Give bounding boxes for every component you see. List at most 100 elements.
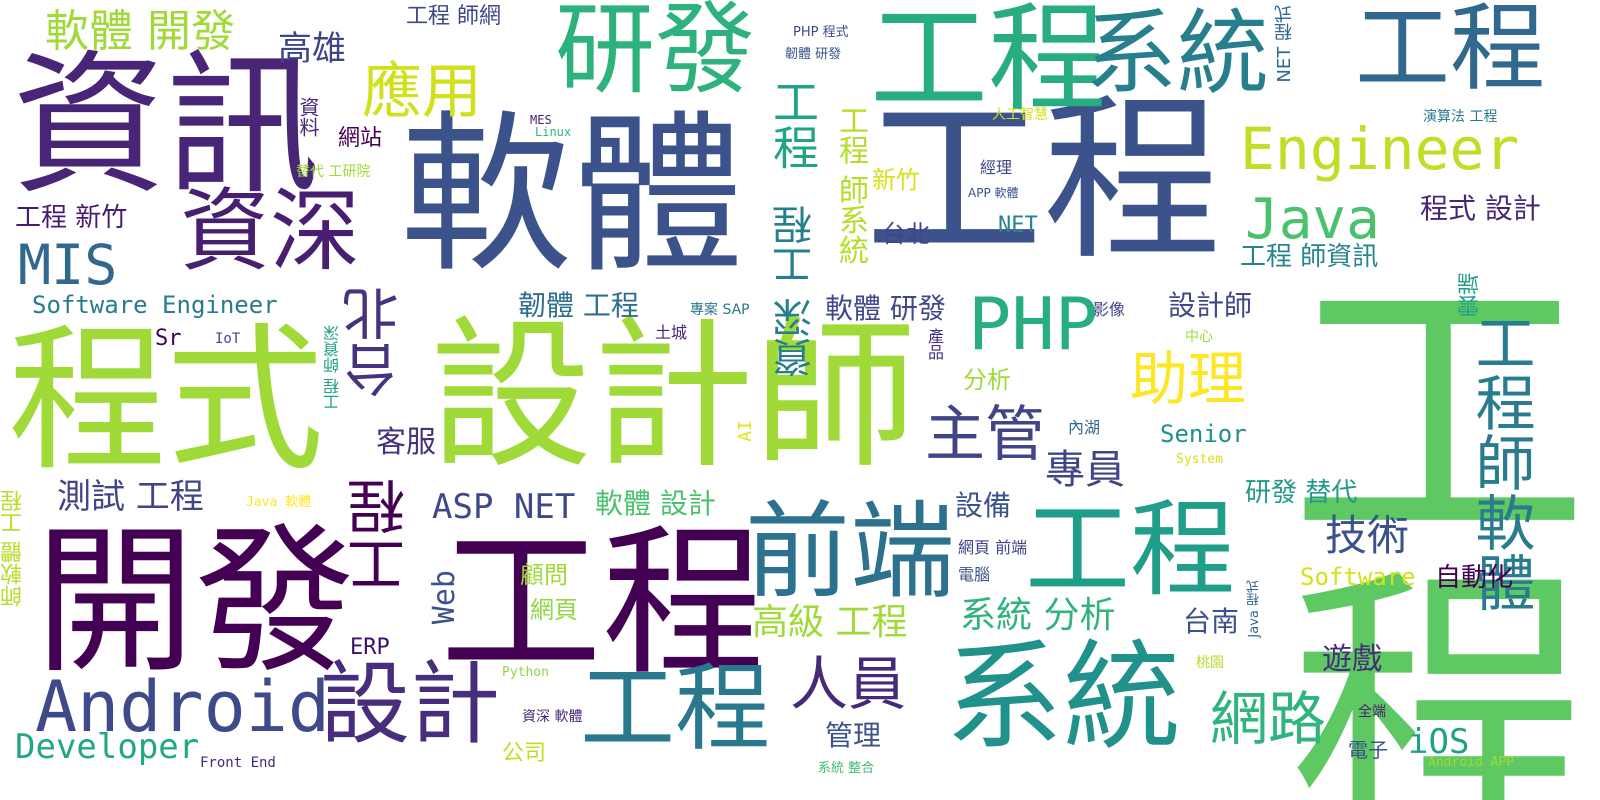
word-kefu: 客服 <box>376 425 436 460</box>
word-yingyong: 應用 <box>362 57 482 127</box>
word-gongchengshi-zixun: 工程 師資訊 <box>1240 242 1379 272</box>
word-php-chengshi: PHP 程式 <box>793 25 849 40</box>
word-software-engineer: Software Engineer <box>32 291 278 319</box>
word-guwen: 顧問 <box>520 561 568 589</box>
word-zhongxin: 中心 <box>1185 329 1213 345</box>
word-diannao: 電腦 <box>958 565 991 584</box>
word-zishen-gongcheng: 資深 工程 <box>773 205 819 378</box>
word-renti-yanfa: 韌體 研發 <box>785 47 842 62</box>
word-app-ruanti: APP 軟體 <box>968 186 1019 200</box>
word-tainan: 台南 <box>1183 605 1240 638</box>
word-gongcheng-huge: 工程 <box>1238 255 1587 800</box>
word-kaifa: 開發 <box>35 508 356 695</box>
word-zhuli: 助理 <box>1130 345 1247 413</box>
word-yunduan: 雲端 <box>1458 273 1483 317</box>
word-front-end: Front End <box>200 755 276 771</box>
word-taibei-vert: 台北 <box>343 286 408 398</box>
word-gongcheng-topright: 工程 <box>1355 0 1546 104</box>
word-wangye: 網頁 <box>530 596 578 624</box>
word-chanpin: 產品 <box>925 328 944 360</box>
word-tucheng: 土城 <box>655 323 688 342</box>
word-mes: MES <box>530 113 552 127</box>
word-zishen-ruanti: 資深 軟體 <box>522 709 583 725</box>
word-mis: MIS <box>18 233 118 297</box>
word-wangye-qianduan: 網頁 前端 <box>958 538 1028 557</box>
word-neihu: 內湖 <box>1068 418 1101 437</box>
word-system: System <box>1176 452 1223 467</box>
word-gongcheng-mid: 工程 <box>1025 489 1236 611</box>
word-engineer: Engineer <box>1240 115 1520 183</box>
word-zishen: 資深 <box>180 179 360 284</box>
word-xinzhu: 新竹 <box>872 166 920 194</box>
word-zhuanyuan: 專員 <box>1045 447 1125 493</box>
word-gaoxiong: 高雄 <box>278 29 346 69</box>
word-gongchengshi-ruanti: 工程師軟體 <box>1465 312 1535 612</box>
word-gongcheng-lower: 工程 <box>580 654 771 764</box>
word-gongsi: 公司 <box>502 741 547 766</box>
word-net-chengshi: NET 程式 <box>1274 5 1295 83</box>
word-zixun: 資訊 <box>12 37 321 216</box>
word-gongchengshi-xitong: 工程 師系統 <box>833 105 868 265</box>
word-gongcheng-top: 工程 <box>870 0 1107 128</box>
word-net: NET <box>998 213 1038 238</box>
word-tidai-gongyanyuan: 替代 工研院 <box>296 164 371 180</box>
word-shejishi: 設計師 <box>430 303 916 491</box>
word-ceshi-gongcheng: 測試 工程 <box>57 477 204 517</box>
word-shejishi-small: 設計師 <box>1168 289 1253 322</box>
word-php: PHP <box>968 282 1099 366</box>
word-yansuanfa-gongcheng: 演算法 工程 <box>1423 109 1498 125</box>
word-zhuguan: 主管 <box>925 400 1045 470</box>
word-zhuanan-sap: 專案 SAP <box>690 302 750 318</box>
word-shi-ruanti-gongcheng: 師軟體 工程 <box>1 490 26 607</box>
word-iot: IoT <box>215 331 241 347</box>
word-linux: Linux <box>535 125 572 139</box>
word-senior: Senior <box>1160 420 1247 448</box>
word-android-app: Android APP <box>1428 755 1515 770</box>
word-xitong-fenxi: 系統 分析 <box>960 595 1116 636</box>
word-shebei: 設備 <box>955 489 1012 522</box>
word-gongcheng-vert-mid: 工程 <box>766 78 820 170</box>
word-qianduan: 前端 <box>745 491 956 613</box>
word-java: Java <box>1245 187 1380 252</box>
word-ios: iOS <box>1408 722 1470 762</box>
word-gongcheng-vert-left: 工程 <box>347 478 415 594</box>
word-asp-net: ASP NET <box>432 487 576 527</box>
word-gongchengshi-zishen: 工程 師資深 <box>323 325 342 411</box>
word-jishu: 技術 <box>1325 511 1410 560</box>
word-ruanti: 軟體 <box>400 95 744 296</box>
word-xitong-zhenghe: 系統 整合 <box>818 761 875 776</box>
word-python: Python <box>502 665 549 680</box>
word-sheji: 設計 <box>320 652 500 757</box>
word-java-ruanti: Java 軟體 <box>246 495 312 510</box>
word-gongcheng-xinzhu: 工程 新竹 <box>15 203 128 233</box>
word-ziliao: 資料 <box>296 97 320 137</box>
word-chengshi-sheji: 程式 設計 <box>1420 192 1541 225</box>
word-renyuan: 人員 <box>790 650 907 718</box>
word-jingli: 經理 <box>980 158 1013 177</box>
word-erp: ERP <box>350 635 390 660</box>
word-rengong-zhihui: 人工智慧 <box>992 107 1048 123</box>
word-gongcheng-bottom: 工程 <box>440 510 764 698</box>
word-yingxiang: 影像 <box>1093 300 1126 319</box>
word-chengshi: 程式 <box>8 309 324 493</box>
word-wanglu: 網路 <box>1210 685 1327 753</box>
word-gongcheng-center: 工程 <box>865 77 1221 284</box>
word-ruanti-sheji: 軟體 設計 <box>595 487 716 520</box>
word-youxi: 遊戲 <box>1322 642 1382 677</box>
word-wangzhan: 網站 <box>338 126 383 151</box>
word-zidonghua: 自動化 <box>1435 563 1514 593</box>
word-quanduan: 全端 <box>1358 704 1386 720</box>
word-android: Android <box>35 666 331 748</box>
word-yanfa-tidai: 研發 替代 <box>1245 478 1358 508</box>
word-developer: Developer <box>15 727 200 767</box>
word-gaoji-gongcheng: 高級 工程 <box>752 602 908 643</box>
word-taibei-small: 台北 <box>882 220 930 248</box>
word-ruanti-kaifa: 軟體 開發 <box>45 6 235 57</box>
word-ai: AI <box>735 420 756 442</box>
word-software: Software <box>1300 563 1416 591</box>
word-sr: Sr <box>155 326 182 351</box>
word-gongchengshi-wang: 工程 師網 <box>406 4 501 29</box>
word-dianzi: 電子 <box>1348 738 1388 762</box>
word-guanli: 管理 <box>825 719 882 752</box>
